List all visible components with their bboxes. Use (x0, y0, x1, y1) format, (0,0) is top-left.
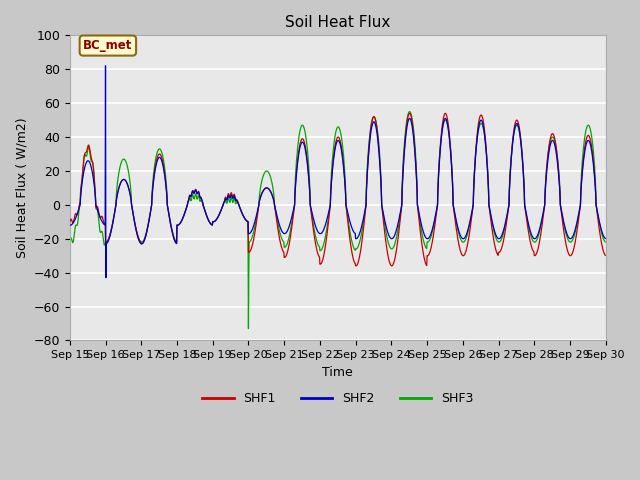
SHF2 (66, 222, 74, 228)
SHF2 (102, 275, 109, 281)
SHF2 (186, 193, 193, 199)
Title: Soil Heat Flux: Soil Heat Flux (285, 15, 390, 30)
SHF3 (245, 239, 253, 245)
SHF3 (185, 198, 193, 204)
SHF3 (602, 239, 609, 245)
SHF1 (352, 263, 360, 269)
SHF2 (539, 214, 547, 219)
SHF2 (102, 63, 109, 69)
SHF1 (492, 244, 499, 250)
SHF3 (66, 239, 74, 245)
SHF1 (421, 259, 429, 265)
SHF2 (173, 240, 180, 246)
SHF2 (602, 236, 609, 241)
SHF1 (539, 219, 547, 225)
Legend: SHF1, SHF2, SHF3: SHF1, SHF2, SHF3 (197, 387, 478, 410)
SHF1 (245, 250, 253, 255)
SHF1 (185, 196, 193, 202)
Line: SHF3: SHF3 (70, 112, 605, 329)
SHF3 (172, 238, 180, 244)
Line: SHF2: SHF2 (70, 66, 605, 278)
SHF1 (602, 252, 609, 258)
SHF2 (421, 234, 429, 240)
Line: SHF1: SHF1 (70, 113, 605, 266)
SHF1 (66, 219, 74, 225)
SHF3 (406, 109, 413, 115)
X-axis label: Time: Time (323, 366, 353, 379)
SHF3 (539, 215, 547, 220)
Text: BC_met: BC_met (83, 39, 132, 52)
SHF3 (421, 243, 429, 249)
SHF2 (246, 230, 253, 236)
SHF1 (172, 240, 180, 246)
SHF3 (244, 326, 252, 332)
SHF3 (492, 233, 499, 239)
SHF2 (492, 230, 499, 236)
Y-axis label: Soil Heat Flux ( W/m2): Soil Heat Flux ( W/m2) (15, 118, 28, 258)
SHF1 (406, 110, 413, 116)
